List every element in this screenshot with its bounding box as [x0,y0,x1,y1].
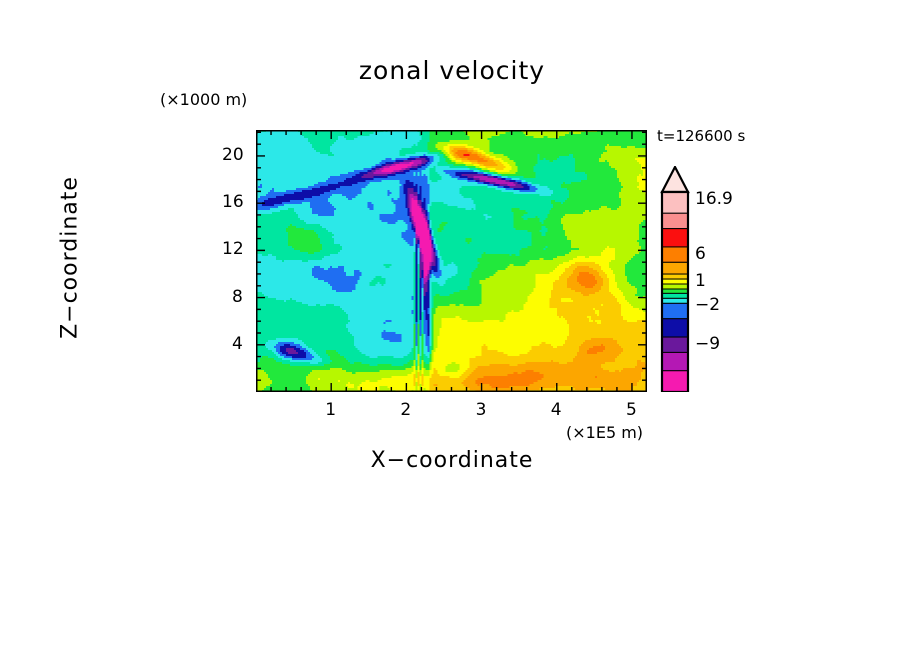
y-tick-label: 20 [222,144,244,165]
x-tick-label: 1 [325,400,337,420]
x-axis-label: X−coordinate [370,448,534,473]
x-tick-label: 3 [475,400,487,420]
x-tick-label: 4 [550,400,562,420]
colorbar-tick-label: 16.9 [695,189,733,209]
colorbar-tick-label: −9 [695,334,721,355]
x-tick-label: 2 [400,400,412,420]
y-tick-label: 12 [222,239,244,260]
y-axis-unit-label: (×1000 m) [160,90,248,109]
y-axis-label: Z−coordinate [57,176,83,339]
y-tick-label: 4 [232,333,243,354]
contour-field [254,128,649,394]
contour-plot-area [254,128,649,394]
x-tick-label: 5 [625,400,637,420]
colorbar-tick-label: 6 [695,243,706,264]
y-tick-label: 8 [232,286,243,307]
time-annotation: t=126600 s [657,127,746,145]
colorbar-labels: 16.9 6 1 −2 −9 [690,150,780,410]
colorbar-tick-label: −2 [695,295,721,316]
y-tick-label: 16 [222,192,244,213]
x-axis-unit-label: (×1E5 m) [566,423,644,442]
colorbar-tick-label: 1 [695,271,706,292]
page-title: zonal velocity [358,56,546,85]
colorbar [660,166,690,392]
